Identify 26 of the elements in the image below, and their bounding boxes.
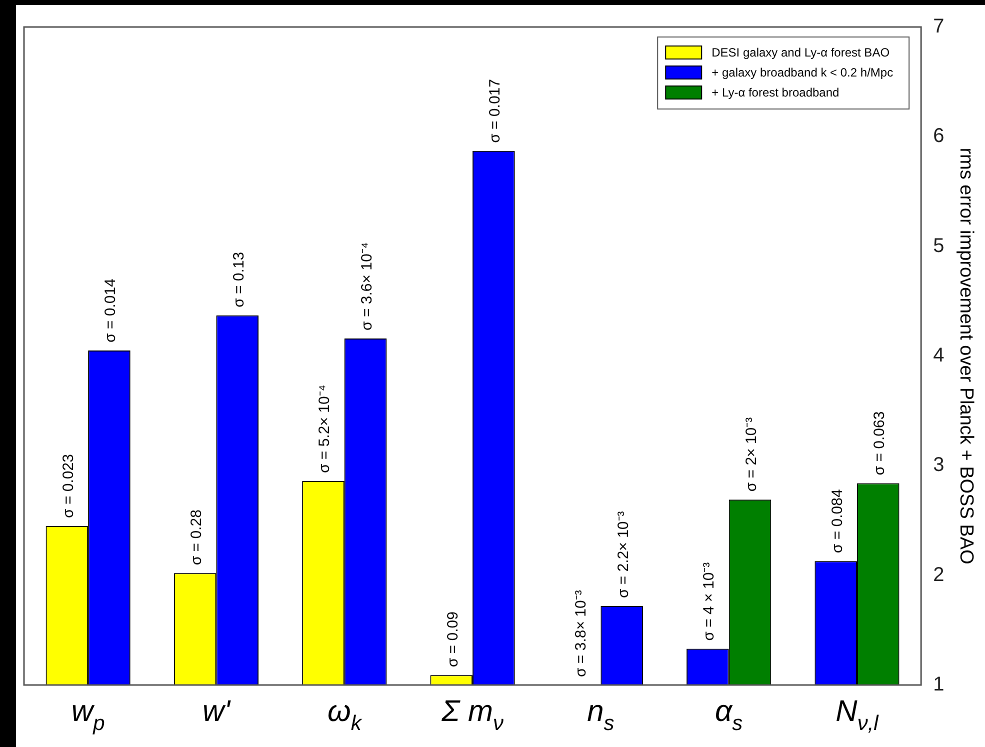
y-tick-label: 2 — [933, 564, 944, 586]
legend-label: + galaxy broadband k < 0.2 h/Mpc — [712, 65, 894, 80]
annotation: σ = 0.023 — [60, 454, 77, 518]
y-tick-label: 5 — [933, 234, 944, 257]
annotation: σ = 0.28 — [188, 510, 206, 566]
y-tick-label: 1 — [933, 674, 944, 696]
y-tick-label: 3 — [933, 454, 944, 476]
legend-label: DESI galaxy and Ly-α forest BAO — [712, 45, 890, 60]
legend-label: + Ly-α forest broadband — [712, 85, 840, 100]
annotation: σ = 5.2× 10⁻⁴ — [316, 384, 334, 474]
y-axis-title: rms error improvement over Planck + BOSS BAO — [955, 148, 976, 564]
y-tick-label: 6 — [933, 125, 944, 148]
annotation: σ = 0.063 — [871, 411, 888, 476]
annotation: σ = 0.017 — [486, 79, 504, 143]
annotation: σ = 0.084 — [828, 489, 846, 554]
annotation: σ = 0.014 — [102, 278, 120, 343]
annotation: σ = 2× 10⁻³ — [742, 417, 760, 492]
annotation: σ = 4 × 10⁻³ — [700, 562, 718, 641]
annotation: σ = 0.13 — [230, 252, 248, 308]
x-tick-label: w' — [202, 695, 232, 728]
annotation: σ = 3.6× 10⁻⁴ — [358, 242, 376, 330]
annotation: σ = 3.8× 10⁻³ — [572, 590, 590, 677]
y-tick-label: 4 — [933, 344, 944, 367]
y-tick-label: 7 — [933, 16, 944, 38]
annotation: σ = 0.09 — [444, 612, 462, 668]
annotation: σ = 2.2× 10⁻³ — [614, 511, 632, 598]
